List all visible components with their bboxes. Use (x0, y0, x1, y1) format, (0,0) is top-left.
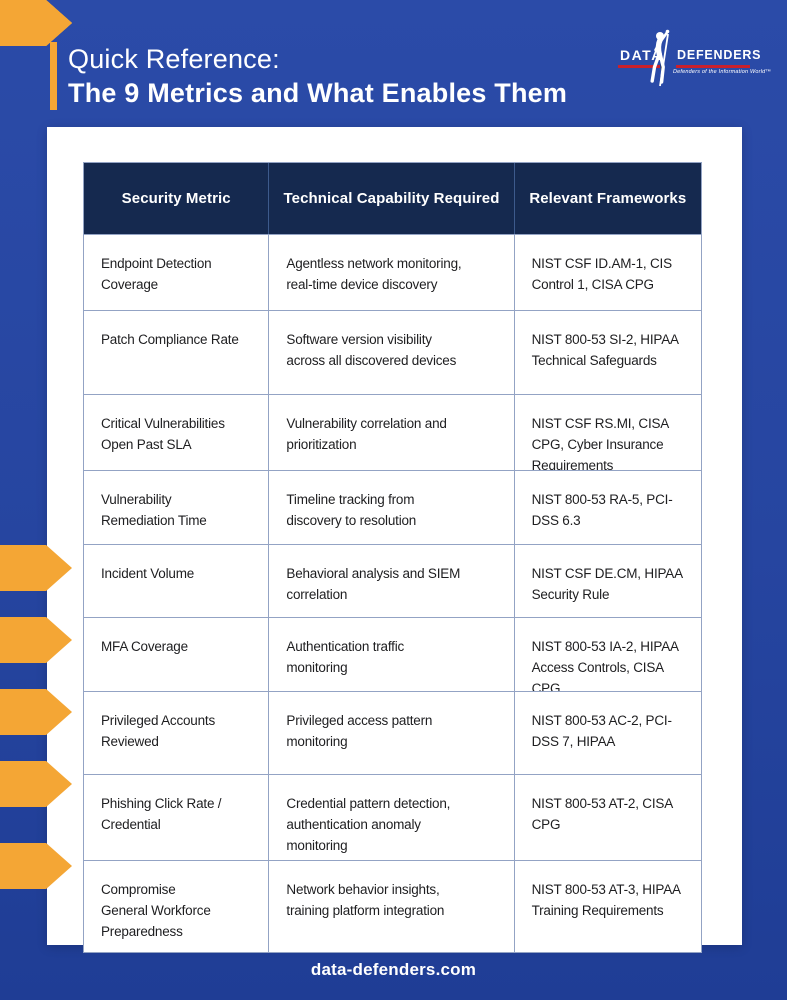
frameworks-cell: NIST CSF ID.AM-1, CIS Control 1, CISA CP… (513, 235, 701, 310)
brand-logo: DATA DEFENDERS Defenders of the Informat… (595, 28, 772, 94)
title-accent-bar (50, 42, 57, 110)
table-row: Privileged Accounts Reviewed Privileged … (84, 691, 701, 774)
logo-tagline: Defenders of the Information World™ (673, 69, 772, 75)
table-row: Vulnerability Remediation Time Timeline … (84, 470, 701, 544)
frameworks-cell: NIST 800-53 RA-5, PCI- DSS 6.3 (513, 471, 701, 544)
frameworks-cell: NIST 800-53 AT-3, HIPAA Training Require… (513, 861, 701, 952)
column-header-security-metric: Security Metric (121, 190, 231, 207)
frameworks-cell: NIST 800-53 SI-2, HIPAA Technical Safegu… (513, 311, 701, 394)
column-header-technical-capability: Technical Capability Required (268, 163, 513, 234)
frameworks-cell: NIST CSF RS.MI, CISA CPG, Cyber Insuranc… (513, 395, 701, 470)
metric-cell: Phishing Click Rate / Credential (101, 796, 222, 832)
frameworks-cell: NIST 800-53 IA-2, HIPAA Access Controls,… (513, 618, 701, 691)
capability-cell: Software version visibility across all d… (268, 311, 513, 394)
capability-cell: Behavioral analysis and SIEM correlation (268, 545, 513, 617)
table-row: Incident Volume Behavioral analysis and … (84, 544, 701, 617)
metric-cell: Vulnerability Remediation Time (101, 492, 207, 528)
table-row: Endpoint Detection Coverage Agentless ne… (84, 234, 701, 310)
page-title: Quick Reference: (68, 44, 280, 74)
metric-cell: Patch Compliance Rate (101, 332, 239, 347)
logo-red-underline-left (618, 65, 660, 68)
page-subtitle: The 9 Metrics and What Enables Them (68, 78, 568, 108)
table-header-row: Security Metric Technical Capability Req… (84, 163, 701, 234)
capability-cell: Timeline tracking from discovery to reso… (268, 471, 513, 544)
row-marker-arrow (0, 0, 72, 46)
logo-word-defenders: DEFENDERS (677, 48, 762, 62)
metric-cell: MFA Coverage (101, 639, 188, 654)
page-header: Quick Reference: The 9 Metrics and What … (68, 42, 567, 110)
logo-person-icon (650, 29, 670, 87)
metric-cell: Critical Vulnerabilities Open Past SLA (101, 416, 225, 452)
table-row: Phishing Click Rate / Credential Credent… (84, 774, 701, 860)
capability-cell: Authentication traffic monitoring (268, 618, 513, 691)
metrics-table: Security Metric Technical Capability Req… (83, 162, 702, 953)
table-row: MFA Coverage Authentication traffic moni… (84, 617, 701, 691)
table-row: Patch Compliance Rate Software version v… (84, 310, 701, 394)
column-header-relevant-frameworks: Relevant Frameworks (513, 163, 701, 234)
frameworks-cell: NIST 800-53 AC-2, PCI- DSS 7, HIPAA (513, 692, 701, 774)
table-row: Compromise General Workforce Preparednes… (84, 860, 701, 952)
frameworks-cell: NIST 800-53 AT-2, CISA CPG (513, 775, 701, 860)
capability-cell: Privileged access pattern monitoring (268, 692, 513, 774)
logo-red-underline-right (676, 65, 750, 68)
metric-cell: Privileged Accounts Reviewed (101, 713, 216, 749)
metric-cell: Incident Volume (101, 566, 195, 581)
metric-cell: Endpoint Detection Coverage (101, 256, 212, 292)
content-card: Security Metric Technical Capability Req… (47, 127, 742, 953)
page-footer: data-defenders.com (0, 960, 787, 980)
table-row: Critical Vulnerabilities Open Past SLA V… (84, 394, 701, 470)
capability-cell: Network behavior insights, training plat… (268, 861, 513, 952)
capability-cell: Credential pattern detection, authentica… (268, 775, 513, 860)
frameworks-cell: NIST CSF DE.CM, HIPAA Security Rule (513, 545, 701, 617)
metric-cell: Compromise General Workforce Preparednes… (101, 882, 211, 939)
capability-cell: Vulnerability correlation and prioritiza… (268, 395, 513, 470)
capability-cell: Agentless network monitoring, real-time … (268, 235, 513, 310)
website-url: data-defenders.com (310, 960, 477, 979)
logo-word-data: DATA (620, 47, 663, 63)
